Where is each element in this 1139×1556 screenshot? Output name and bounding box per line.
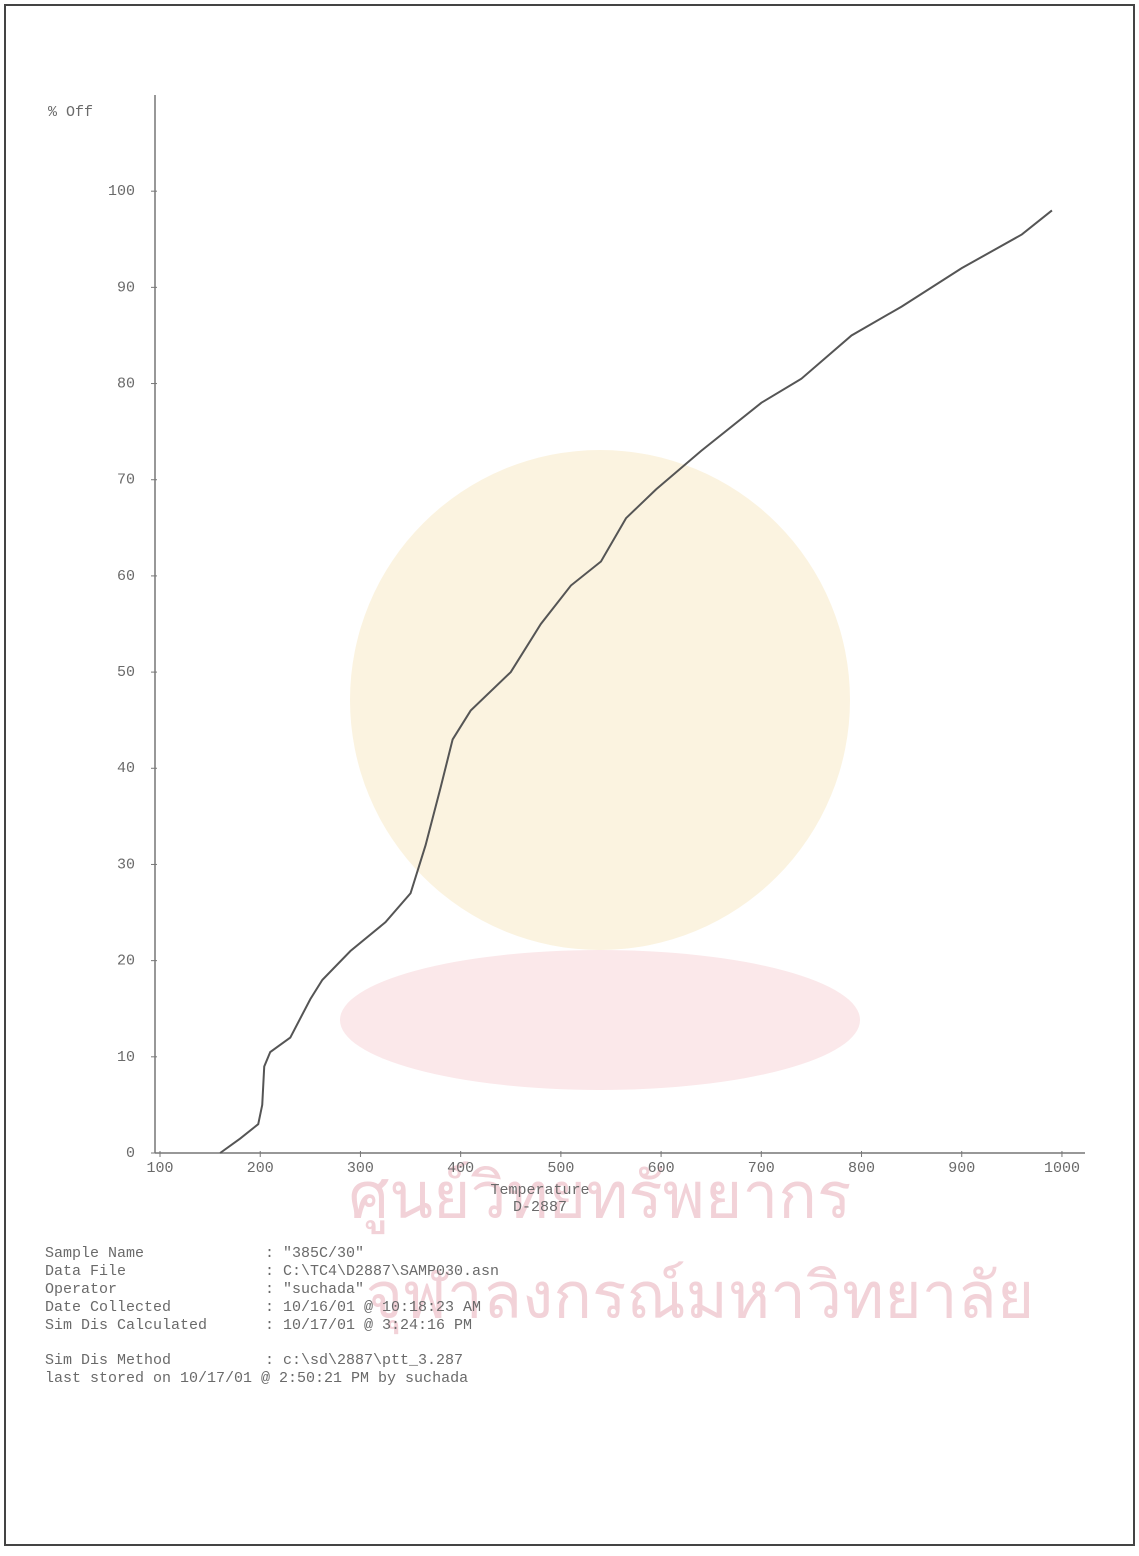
y-tick-label: 60 xyxy=(117,568,135,585)
y-tick-label: 0 xyxy=(126,1145,135,1162)
x-tick-label: 1000 xyxy=(1044,1160,1080,1177)
x-tick-label: 500 xyxy=(547,1160,574,1177)
y-tick-label: 10 xyxy=(117,1049,135,1066)
document: ศูนย์วิทยทรัพยากร จุฬาลงกรณ์มหาวิทยาลัย … xyxy=(0,0,1139,1551)
x-tick-label: 300 xyxy=(347,1160,374,1177)
x-tick-label: 700 xyxy=(748,1160,775,1177)
y-tick-label: 90 xyxy=(117,279,135,296)
info-value: : c:\sd\2887\ptt_3.287 xyxy=(265,1352,463,1369)
stored-note: last stored on 10/17/01 @ 2:50:21 PM by … xyxy=(45,1370,468,1387)
x-tick-label: 200 xyxy=(247,1160,274,1177)
watermark-text: ศูนย์วิทยทรัพยากร xyxy=(349,1160,852,1235)
y-tick-label: 40 xyxy=(117,760,135,777)
x-tick-label: 800 xyxy=(848,1160,875,1177)
x-tick-label: 400 xyxy=(447,1160,474,1177)
y-tick-label: 50 xyxy=(117,664,135,681)
info-value: : 10/17/01 @ 3:24:16 PM xyxy=(265,1317,472,1334)
info-label: Operator xyxy=(45,1281,117,1298)
watermark-emblem-base xyxy=(340,950,860,1090)
x-tick-label: 900 xyxy=(948,1160,975,1177)
x-axis-label: Temperature xyxy=(490,1182,589,1199)
y-axis-label: % Off xyxy=(48,104,93,121)
x-tick-label: 600 xyxy=(648,1160,675,1177)
info-value: : C:\TC4\D2887\SAMP030.asn xyxy=(265,1263,499,1280)
info-label: Sim Dis Calculated xyxy=(45,1317,207,1334)
info-value: : "suchada" xyxy=(265,1281,364,1298)
info-label: Date Collected xyxy=(45,1299,171,1316)
y-tick-label: 70 xyxy=(117,472,135,489)
x-tick-label: 100 xyxy=(147,1160,174,1177)
info-label: Data File xyxy=(45,1263,126,1280)
watermark-emblem xyxy=(350,450,850,950)
y-tick-label: 20 xyxy=(117,953,135,970)
info-value: : 10/16/01 @ 10:18:23 AM xyxy=(265,1299,481,1316)
page: ศูนย์วิทยทรัพยากร จุฬาลงกรณ์มหาวิทยาลัย … xyxy=(0,0,1139,1556)
y-tick-label: 30 xyxy=(117,856,135,873)
info-value: : "385C/30" xyxy=(265,1245,364,1262)
info-label: Sim Dis Method xyxy=(45,1352,171,1369)
y-tick-label: 100 xyxy=(108,183,135,200)
x-axis-sublabel: D-2887 xyxy=(513,1199,567,1216)
y-tick-label: 80 xyxy=(117,376,135,393)
info-label: Sample Name xyxy=(45,1245,144,1262)
